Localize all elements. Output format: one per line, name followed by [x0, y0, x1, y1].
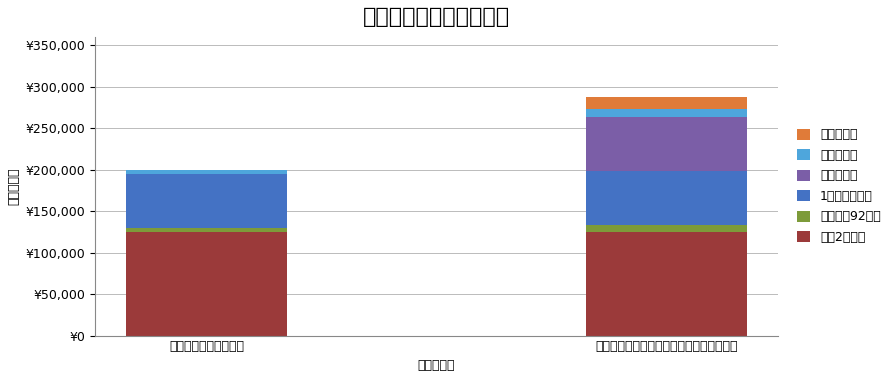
Bar — [586, 232, 747, 336]
Title: ご入居時費用比較グラフ: ご入居時費用比較グラフ — [363, 7, 510, 27]
Legend: 室内消毒代, 鍵交換費用, 他介手数料, 1か月分前家賾, 火災保陸92年分, 敟金2か月分: 室内消毒代, 鍵交換費用, 他介手数料, 1か月分前家賾, 火災保陸92年分, … — [791, 122, 887, 250]
Bar — [586, 225, 747, 232]
Y-axis label: 入居時費用: 入居時費用 — [7, 168, 20, 205]
Bar — [126, 228, 287, 232]
Bar — [586, 117, 747, 171]
X-axis label: 比較グラフ: 比較グラフ — [417, 359, 455, 372]
Bar — [586, 171, 747, 225]
Bar — [126, 170, 287, 174]
Bar — [126, 174, 287, 228]
Bar — [586, 97, 747, 109]
Bar — [126, 232, 287, 336]
Bar — [586, 109, 747, 117]
